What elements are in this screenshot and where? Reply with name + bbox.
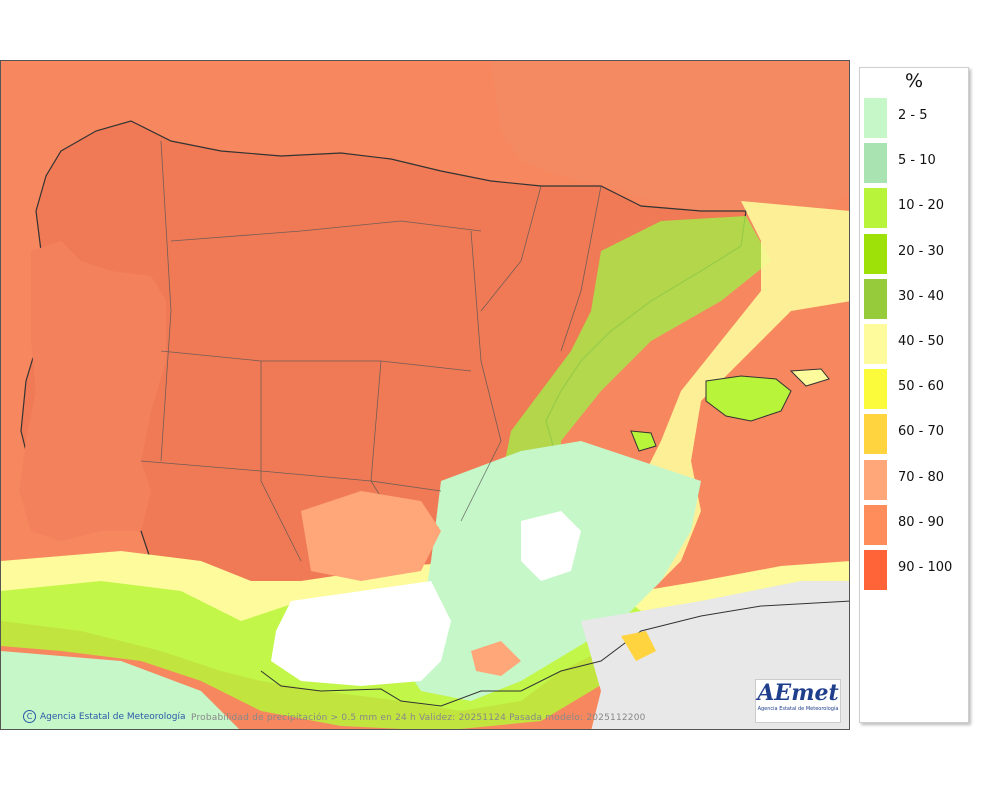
legend-item: 80 - 90	[864, 503, 968, 545]
precipitation-probability-map: C Agencia Estatal de Meteorología Probab…	[0, 60, 850, 730]
legend-swatch	[864, 369, 887, 410]
legend-item: 5 - 10	[864, 141, 968, 184]
southeast-orange-blob	[301, 491, 441, 581]
legend-swatch	[864, 414, 887, 455]
alboran-white	[271, 581, 451, 686]
legend-label: 10 - 20	[898, 198, 945, 214]
legend-label: 80 - 90	[898, 514, 945, 530]
legend-label: 70 - 80	[898, 469, 945, 485]
menorca	[789, 368, 830, 387]
map-canvas	[1, 61, 849, 729]
portugal-land	[19, 241, 166, 541]
legend-item: 50 - 60	[864, 367, 968, 410]
morocco-yellow-blob	[621, 631, 656, 661]
map-caption: Probabilidad de precipitación > 0.5 mm e…	[191, 713, 646, 723]
legend-swatch	[864, 143, 887, 184]
legend-swatch	[864, 98, 887, 138]
legend-label: 40 - 50	[898, 334, 945, 349]
legend-swatch	[864, 459, 887, 500]
region-borders	[140, 140, 602, 562]
legend-unit: %	[904, 70, 924, 92]
south-orange-blob	[471, 641, 521, 676]
legend-label: 20 - 30	[898, 243, 945, 259]
legend-item: 20 - 30	[864, 232, 968, 274]
legend-label: 30 - 40	[898, 288, 945, 304]
mallorca	[705, 375, 792, 422]
ibiza	[630, 430, 657, 452]
legend-item: 2 - 5	[864, 96, 968, 138]
legend-swatch	[864, 324, 887, 364]
legend-item: 70 - 80	[864, 458, 968, 500]
legend-label: 5 - 10	[898, 153, 936, 169]
credit-text: Agencia Estatal de Meteorología	[40, 711, 186, 722]
legend-item: 90 - 100	[864, 548, 968, 590]
southwest-light-green	[1, 651, 239, 729]
legend-item: 30 - 40	[864, 277, 968, 319]
legend-item: 40 - 50	[864, 322, 968, 364]
legend-label: 60 - 70	[898, 424, 945, 440]
legend-label: 50 - 60	[898, 379, 945, 395]
legend-swatch	[864, 504, 887, 545]
legend-swatch	[864, 278, 887, 319]
murcia-white	[521, 511, 581, 581]
aemet-logo: AEmet Agencia Estatal de Meteorología	[755, 679, 841, 723]
north-africa-coast	[260, 600, 849, 707]
legend-item: 60 - 70	[864, 412, 968, 455]
legend-swatch	[864, 233, 887, 274]
legend-label: 2 - 5	[898, 108, 928, 123]
legend-label: 90 - 100	[898, 560, 953, 575]
legend-panel: % 2 - 5 5 - 10 10 - 20 20 - 30 30 - 40 40 - 5…	[859, 67, 969, 723]
logo-brand: AEmet	[757, 680, 839, 706]
copyright-icon: C	[23, 710, 36, 723]
credit-label: C Agencia Estatal de Meteorología	[23, 710, 186, 723]
legend-item: 10 - 20	[864, 186, 968, 229]
east-coast-yellow-band	[541, 201, 849, 631]
logo-subtext: Agencia Estatal de Meteorología	[757, 706, 839, 712]
legend-swatch	[864, 188, 887, 229]
france-land	[491, 61, 849, 221]
legend-swatch	[864, 550, 887, 590]
